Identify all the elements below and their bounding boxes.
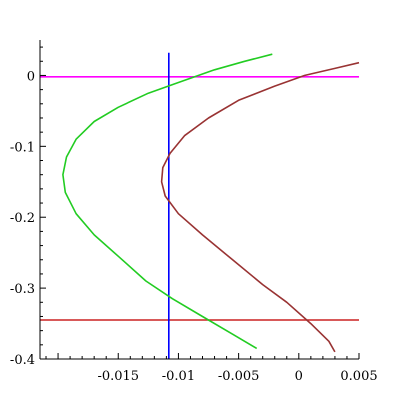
y-tick-label-3: -0.3	[10, 282, 35, 297]
x-tick-label-0: -0.015	[97, 369, 139, 384]
x-tick-label-3: 0	[295, 369, 303, 384]
y-tick-label-0: 0	[27, 69, 35, 84]
curve-series-1	[160, 61, 360, 353]
x-tick-label-4: 0.005	[340, 369, 377, 384]
curve-series-0	[62, 53, 273, 350]
x-tick-label-2: -0.005	[218, 369, 260, 384]
y-tick-label-4: -0.4	[10, 353, 35, 368]
x-tick-label-1: -0.01	[162, 369, 195, 384]
y-tick-label-2: -0.2	[10, 211, 35, 226]
y-tick-label-1: -0.1	[10, 140, 35, 155]
